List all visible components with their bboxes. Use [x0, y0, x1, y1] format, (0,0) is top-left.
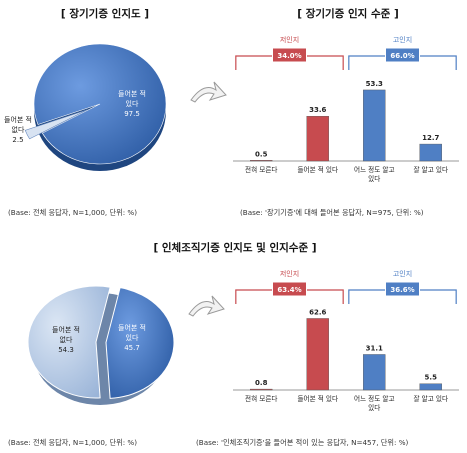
group-name-0: 저인지: [280, 269, 299, 278]
bar-value-0: 0.8: [255, 379, 268, 387]
bar-category-2-0: 어느 정도 알고: [354, 165, 395, 174]
group-name-1: 고인지: [393, 35, 412, 44]
bar-0: [250, 160, 273, 162]
bar-category-0-0: 전혀 모른다: [245, 394, 277, 403]
pie2-slice-heard: [105, 287, 175, 399]
pie2-slice-not-heard: [27, 285, 111, 399]
bar-value-1: 62.6: [309, 308, 326, 316]
organ-level-base: (Base: '장기기증'에 대해 들어본 응답자, N=975, 단위: %): [240, 208, 424, 217]
bar-category-3-0: 잘 알고 있다: [413, 165, 448, 174]
bar-category-2-1: 있다: [368, 403, 380, 412]
group-value-1: 36.6%: [390, 286, 414, 294]
bar-1: [306, 318, 329, 391]
pie2-label-heard-1: 들어본 적: [118, 323, 146, 332]
tissue-title: [ 인체조직기증 인지도 및 인지수준 ]: [153, 242, 317, 254]
pie-slice-not-heard: [24, 109, 88, 140]
flow-arrow-icon-2: [188, 295, 225, 317]
organ-awareness-title: [ 장기기증 인지도 ]: [60, 8, 150, 20]
bar-2: [363, 89, 386, 162]
group-badge-1: [385, 281, 420, 297]
bar-category-2-1: 있다: [368, 174, 380, 183]
bar-category-3-0: 잘 알고 있다: [413, 394, 448, 403]
pie2-value-not-heard: 54.3: [58, 346, 74, 354]
bar-value-3: 5.5: [425, 374, 438, 382]
bar-3: [419, 143, 442, 162]
pie-label-not-heard-2: 없다: [12, 125, 25, 134]
pie-label-heard-1: 들어본 적: [118, 89, 146, 98]
bar-3: [419, 383, 442, 391]
pie-value-heard: 97.5: [124, 110, 140, 118]
pie2-value-heard: 45.7: [124, 344, 140, 352]
bar-value-2: 53.3: [366, 80, 383, 88]
bar-category-2-0: 어느 정도 알고: [354, 394, 395, 403]
group-name-1: 고인지: [393, 269, 412, 278]
bar-0: [250, 388, 273, 391]
organ-awareness-base: (Base: 전체 응답자, N=1,000, 단위: %): [8, 208, 138, 217]
bar-category-1-0: 들어본 적 있다: [297, 165, 338, 174]
group-value-0: 34.0%: [277, 52, 301, 60]
group-value-1: 66.0%: [390, 52, 414, 60]
pie-slice-heard: [33, 43, 167, 165]
organ-level-title: [ 장기기증 인지 수준 ]: [297, 8, 399, 20]
pie2-label-not-heard-2: 없다: [60, 335, 73, 344]
tissue-level-base: (Base: '인체조직기증'을 들어본 적이 있는 응답자, N=457, 단…: [196, 438, 409, 447]
bar-value-3: 12.7: [422, 134, 439, 142]
bar-1: [306, 115, 329, 162]
group-value-0: 63.4%: [277, 286, 301, 294]
group-badge-1: [385, 47, 420, 63]
pie2-label-heard-2: 있다: [126, 333, 139, 342]
flow-arrow-icon: [190, 81, 227, 103]
group-badge-0: [272, 47, 307, 63]
bar-value-0: 0.5: [255, 150, 268, 158]
pie-label-not-heard-1: 들어본 적: [4, 115, 32, 124]
bar-category-1-0: 들어본 적 있다: [297, 394, 338, 403]
pie-value-not-heard: 2.5: [12, 136, 23, 144]
pie2-label-not-heard-1: 들어본 적: [52, 325, 80, 334]
bar-2: [363, 354, 386, 391]
group-name-0: 저인지: [280, 35, 299, 44]
bar-value-1: 33.6: [309, 106, 326, 114]
bar-value-2: 31.1: [366, 344, 383, 352]
pie-label-heard-2: 있다: [126, 99, 139, 108]
group-badge-0: [272, 281, 307, 297]
bar-category-0-0: 전혀 모른다: [245, 165, 277, 174]
tissue-awareness-base: (Base: 전체 응답자, N=1,000, 단위: %): [8, 438, 138, 447]
